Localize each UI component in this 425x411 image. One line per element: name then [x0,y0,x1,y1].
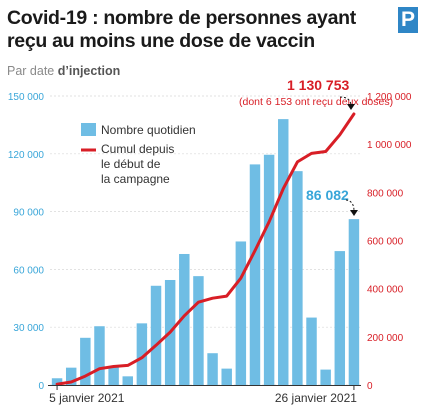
x-label-start: 5 janvier 2021 [49,391,125,405]
legend-label-cumul-3: la campagne [101,172,170,186]
legend-label-cumul-2: le début de [101,157,161,171]
cumul-note-annotation: (dont 6 153 ont reçu deux doses) [239,96,393,108]
legend-label-cumul-1: Cumul depuis [101,142,174,156]
left-tick-label: 90 000 [13,208,44,219]
left-axis: 0 30 000 60 000 90 000 120 000 150 000 [8,92,45,392]
right-tick-label: 1 000 000 [367,140,412,151]
daily-bar [263,154,275,385]
daily-bar [65,367,77,385]
daily-bar [94,326,105,385]
daily-bar [306,317,317,385]
cumul-total-annotation: 1 130 753 [287,77,349,93]
legend-bar-swatch [81,123,96,136]
daily-bar [207,353,218,385]
subtitle-strong: d’injection [57,64,121,78]
daily-bar [334,251,346,385]
right-tick-label: 0 [367,381,373,392]
left-tick-label: 0 [38,381,44,392]
left-tick-label: 150 000 [8,92,45,103]
left-tick-label: 120 000 [8,150,45,161]
daily-bar [193,276,204,385]
page-title: Covid-19 : nombre de personnes ayant reç… [7,7,356,52]
last-day-annotation: 86 082 [306,187,349,203]
cumul-arrow-head [347,104,355,110]
daily-bar [51,378,63,385]
cumul-line [55,112,356,386]
daily-bar [150,285,162,385]
daily-bar [179,253,190,385]
daily-bar [235,241,247,385]
annotations: 1 130 753 (dont 6 153 ont reçu deux dose… [239,77,393,216]
legend: Nombre quotidien Cumul depuis le début d… [81,123,196,186]
x-axis: 5 janvier 2021 26 janvier 2021 [48,385,361,405]
x-label-end: 26 janvier 2021 [275,391,357,405]
right-tick-label: 400 000 [367,285,404,296]
daily-bar [278,119,289,386]
last-day-arrow-head [350,210,358,216]
daily-bar [249,164,261,385]
bars [51,119,360,386]
legend-label-daily: Nombre quotidien [101,123,196,137]
daily-bar [108,366,119,385]
left-tick-label: 30 000 [13,323,44,334]
daily-bar [80,337,91,385]
page-subtitle: Par date d’injection [7,64,120,78]
daily-bar [348,219,360,385]
cumul-line-layer [55,112,356,386]
right-tick-label: 600 000 [367,237,404,248]
last-day-annotation-arrow [345,199,355,212]
publisher-logo: P [398,7,418,33]
left-tick-label: 60 000 [13,265,44,276]
right-tick-label: 200 000 [367,333,404,344]
right-axis: 0 200 000 400 000 600 000 800 000 1 000 000 1 … [367,92,412,392]
subtitle-prefix: Par date [7,64,58,78]
daily-bar [292,171,303,385]
right-tick-label: 1 200 000 [367,92,412,103]
cumul-annotation-arrow [339,96,352,106]
right-tick-label: 800 000 [367,188,404,199]
daily-bar [122,376,133,385]
daily-bar [136,323,148,385]
daily-bar [320,369,331,385]
daily-bar [221,368,232,385]
